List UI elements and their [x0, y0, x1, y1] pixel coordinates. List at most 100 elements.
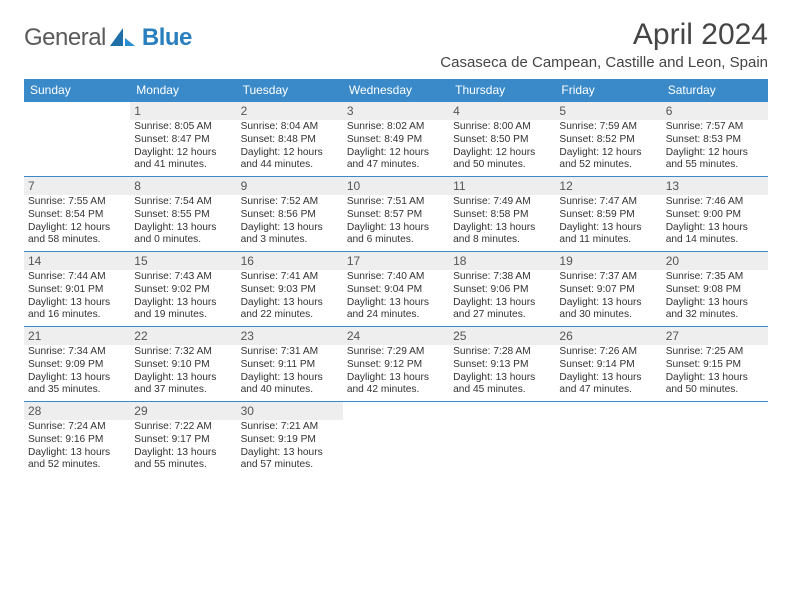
day-number: 7	[24, 177, 130, 195]
day-sunrise: Sunrise: 7:44 AM	[28, 271, 126, 284]
day-daylight1: Daylight: 13 hours	[134, 372, 232, 385]
day-sunrise: Sunrise: 7:40 AM	[347, 271, 445, 284]
day-daylight1: Daylight: 12 hours	[28, 222, 126, 235]
day-sunset: Sunset: 9:06 PM	[453, 284, 551, 297]
day-daylight1: Daylight: 13 hours	[28, 447, 126, 460]
day-number: 11	[449, 177, 555, 195]
day-daylight1: Daylight: 13 hours	[134, 447, 232, 460]
day-sunrise: Sunrise: 7:49 AM	[453, 196, 551, 209]
weekday-header: Monday	[130, 79, 236, 102]
calendar-day-cell: 2Sunrise: 8:04 AMSunset: 8:48 PMDaylight…	[237, 102, 343, 176]
calendar-day-cell	[555, 402, 661, 476]
day-daylight2: and 3 minutes.	[241, 234, 339, 247]
day-sunset: Sunset: 9:12 PM	[347, 359, 445, 372]
calendar-week-row: 14Sunrise: 7:44 AMSunset: 9:01 PMDayligh…	[24, 251, 768, 326]
day-daylight2: and 52 minutes.	[559, 159, 657, 172]
day-number: 21	[24, 327, 130, 345]
calendar-day-cell: 27Sunrise: 7:25 AMSunset: 9:15 PMDayligh…	[662, 327, 768, 401]
day-sunrise: Sunrise: 7:35 AM	[666, 271, 764, 284]
day-daylight1: Daylight: 13 hours	[453, 297, 551, 310]
calendar-day-cell: 22Sunrise: 7:32 AMSunset: 9:10 PMDayligh…	[130, 327, 236, 401]
day-daylight2: and 57 minutes.	[241, 459, 339, 472]
day-daylight1: Daylight: 12 hours	[453, 147, 551, 160]
day-sunset: Sunset: 8:50 PM	[453, 134, 551, 147]
day-number: 23	[237, 327, 343, 345]
day-number: 2	[237, 102, 343, 120]
day-sunset: Sunset: 9:03 PM	[241, 284, 339, 297]
calendar-week-row: 7Sunrise: 7:55 AMSunset: 8:54 PMDaylight…	[24, 176, 768, 251]
day-sunset: Sunset: 8:54 PM	[28, 209, 126, 222]
weekday-header: Friday	[555, 79, 661, 102]
calendar-day-cell: 3Sunrise: 8:02 AMSunset: 8:49 PMDaylight…	[343, 102, 449, 176]
day-number: 18	[449, 252, 555, 270]
day-number: 19	[555, 252, 661, 270]
day-daylight2: and 16 minutes.	[28, 309, 126, 322]
day-sunset: Sunset: 9:11 PM	[241, 359, 339, 372]
day-sunrise: Sunrise: 7:57 AM	[666, 121, 764, 134]
day-sunset: Sunset: 8:58 PM	[453, 209, 551, 222]
day-sunset: Sunset: 8:49 PM	[347, 134, 445, 147]
weekday-header: Wednesday	[343, 79, 449, 102]
calendar-day-cell: 14Sunrise: 7:44 AMSunset: 9:01 PMDayligh…	[24, 252, 130, 326]
day-number: 5	[555, 102, 661, 120]
day-daylight1: Daylight: 12 hours	[241, 147, 339, 160]
day-sunrise: Sunrise: 8:02 AM	[347, 121, 445, 134]
day-daylight2: and 50 minutes.	[453, 159, 551, 172]
day-daylight1: Daylight: 13 hours	[666, 372, 764, 385]
day-daylight2: and 14 minutes.	[666, 234, 764, 247]
calendar-week-row: 1Sunrise: 8:05 AMSunset: 8:47 PMDaylight…	[24, 102, 768, 176]
day-number: 13	[662, 177, 768, 195]
day-daylight1: Daylight: 13 hours	[241, 447, 339, 460]
calendar-day-cell: 11Sunrise: 7:49 AMSunset: 8:58 PMDayligh…	[449, 177, 555, 251]
day-sunset: Sunset: 9:08 PM	[666, 284, 764, 297]
calendar-day-cell: 18Sunrise: 7:38 AMSunset: 9:06 PMDayligh…	[449, 252, 555, 326]
day-sunrise: Sunrise: 7:41 AM	[241, 271, 339, 284]
day-sunrise: Sunrise: 7:26 AM	[559, 346, 657, 359]
day-daylight2: and 41 minutes.	[134, 159, 232, 172]
calendar-day-cell: 9Sunrise: 7:52 AMSunset: 8:56 PMDaylight…	[237, 177, 343, 251]
day-number: 10	[343, 177, 449, 195]
day-daylight2: and 55 minutes.	[134, 459, 232, 472]
day-sunrise: Sunrise: 7:31 AM	[241, 346, 339, 359]
day-sunset: Sunset: 9:15 PM	[666, 359, 764, 372]
day-sunrise: Sunrise: 7:28 AM	[453, 346, 551, 359]
day-daylight2: and 47 minutes.	[347, 159, 445, 172]
day-number: 4	[449, 102, 555, 120]
brand-word-2: Blue	[142, 24, 192, 52]
day-daylight2: and 11 minutes.	[559, 234, 657, 247]
calendar-grid: Sunday Monday Tuesday Wednesday Thursday…	[24, 79, 768, 476]
day-number: 27	[662, 327, 768, 345]
day-daylight1: Daylight: 13 hours	[241, 222, 339, 235]
day-daylight1: Daylight: 13 hours	[347, 297, 445, 310]
day-number: 26	[555, 327, 661, 345]
calendar-day-cell: 30Sunrise: 7:21 AMSunset: 9:19 PMDayligh…	[237, 402, 343, 476]
day-sunrise: Sunrise: 7:22 AM	[134, 421, 232, 434]
day-number: 22	[130, 327, 236, 345]
day-sunrise: Sunrise: 8:00 AM	[453, 121, 551, 134]
day-daylight2: and 6 minutes.	[347, 234, 445, 247]
day-sunrise: Sunrise: 7:32 AM	[134, 346, 232, 359]
page-title: April 2024	[440, 18, 768, 52]
day-number: 30	[237, 402, 343, 420]
calendar-day-cell: 23Sunrise: 7:31 AMSunset: 9:11 PMDayligh…	[237, 327, 343, 401]
day-number: 9	[237, 177, 343, 195]
calendar-day-cell: 21Sunrise: 7:34 AMSunset: 9:09 PMDayligh…	[24, 327, 130, 401]
day-daylight1: Daylight: 13 hours	[559, 222, 657, 235]
calendar-day-cell: 5Sunrise: 7:59 AMSunset: 8:52 PMDaylight…	[555, 102, 661, 176]
day-sunrise: Sunrise: 7:25 AM	[666, 346, 764, 359]
day-sunset: Sunset: 9:00 PM	[666, 209, 764, 222]
day-sunrise: Sunrise: 7:21 AM	[241, 421, 339, 434]
day-sunset: Sunset: 9:16 PM	[28, 434, 126, 447]
day-number: 16	[237, 252, 343, 270]
day-sunrise: Sunrise: 7:47 AM	[559, 196, 657, 209]
title-block: April 2024 Casaseca de Campean, Castille…	[440, 18, 768, 71]
calendar-day-cell: 28Sunrise: 7:24 AMSunset: 9:16 PMDayligh…	[24, 402, 130, 476]
day-daylight1: Daylight: 13 hours	[241, 372, 339, 385]
day-sunset: Sunset: 9:10 PM	[134, 359, 232, 372]
day-daylight2: and 44 minutes.	[241, 159, 339, 172]
day-sunset: Sunset: 8:47 PM	[134, 134, 232, 147]
day-daylight2: and 47 minutes.	[559, 384, 657, 397]
day-daylight2: and 58 minutes.	[28, 234, 126, 247]
calendar-day-cell: 29Sunrise: 7:22 AMSunset: 9:17 PMDayligh…	[130, 402, 236, 476]
weekday-header: Saturday	[662, 79, 768, 102]
